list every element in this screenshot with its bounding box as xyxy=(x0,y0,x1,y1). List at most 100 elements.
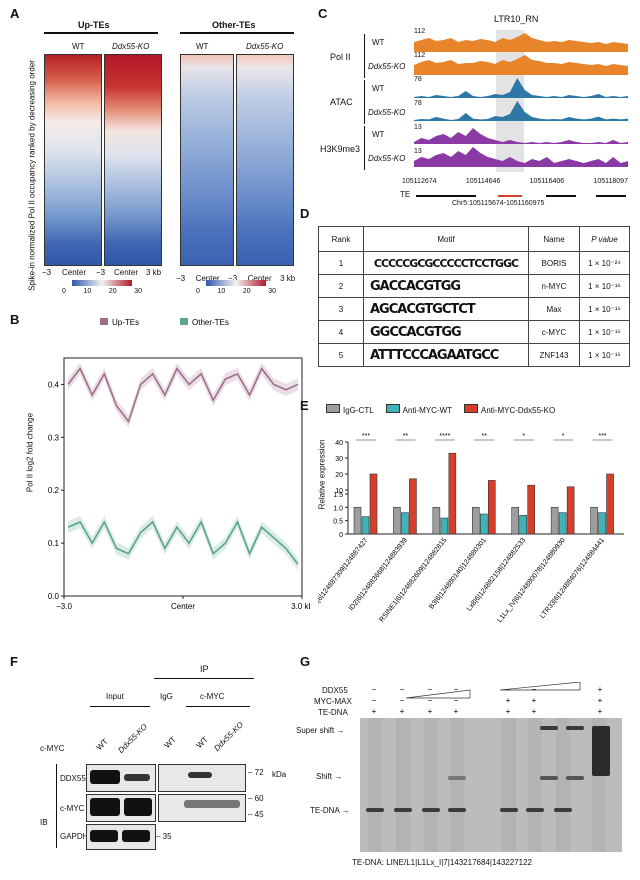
f-ip-label: IP xyxy=(200,664,209,674)
panel-label-e: E xyxy=(300,398,309,413)
g-lane-marker: − xyxy=(400,696,405,705)
f-blot-ddx55-ip xyxy=(158,764,246,792)
e-significance: ** xyxy=(482,433,488,440)
e-bar xyxy=(487,480,496,535)
g-lane xyxy=(396,718,410,852)
a-ko-other: Ddx55-KO xyxy=(246,42,284,51)
d-pvalue: 1 × 10⁻¹⁵ xyxy=(579,320,630,344)
g-lane-marker: − xyxy=(454,696,459,705)
c-wt-3: WT xyxy=(372,130,385,139)
e-bar xyxy=(527,484,536,535)
cb-up-3: 30 xyxy=(134,288,142,295)
e-bar xyxy=(550,507,559,535)
g-lane-marker: + xyxy=(506,707,511,716)
d-motif-logo: GACCACGTGG xyxy=(363,274,529,298)
f-lane-ip-wt2: WT xyxy=(194,734,210,751)
f-input-line xyxy=(90,706,150,707)
g-band-te xyxy=(366,808,384,812)
d-name: c-MYC xyxy=(528,320,580,344)
c-te-bar-3 xyxy=(596,195,626,197)
g-label-mycmax: MYC-MAX xyxy=(314,697,352,706)
d-row: 5 ATTTCCCAGAATGCC ZNF143 1 × 10⁻¹⁵ xyxy=(318,343,630,367)
d-motif-logo: AGCACGTGCTCT xyxy=(363,297,529,321)
g-lane-marker: − xyxy=(372,685,377,694)
e-bar xyxy=(558,512,567,535)
f-band-ddx55-ip-wt xyxy=(188,772,212,778)
b-line-chart: Up-TEs Other-TEs 0.0 0.1 0.2 0.3 0.4 −3.0 Center… xyxy=(48,318,310,611)
panel-label-b: B xyxy=(10,312,20,327)
d-motif-logo: GGCCACGTGG xyxy=(363,320,529,344)
g-lane-markers: − − − − − − +− − − − + + ++ + + + + + + xyxy=(372,682,603,716)
g-lane-marker: − xyxy=(400,685,405,694)
c-scale-5: 13 xyxy=(414,124,422,131)
c-scale-4: 78 xyxy=(414,100,422,107)
e-y-tick-label: 0.5 xyxy=(333,519,343,526)
a-axis-center-1: Center xyxy=(62,268,87,277)
e-y-tick-label: 1.5 xyxy=(333,492,343,499)
d-motif-text: ATTTCCCAGAATGCC xyxy=(370,347,499,363)
panel-label-g: G xyxy=(300,654,311,669)
e-significance: ** xyxy=(403,433,409,440)
d-header-p-text: P value xyxy=(591,234,618,244)
g-lane-marker: − xyxy=(532,685,537,694)
a-heatmap-up-wt xyxy=(44,54,102,266)
g-band-te xyxy=(500,808,518,812)
c-te-bar-1 xyxy=(416,195,476,197)
b-series-line-up xyxy=(67,367,299,424)
a-ko-up: Ddx55-KO xyxy=(112,42,150,51)
e-bar xyxy=(361,516,370,535)
g-lane xyxy=(450,718,464,852)
g-band-te xyxy=(422,808,440,812)
e-bar xyxy=(448,452,457,535)
g-shift-text: Shift xyxy=(316,772,333,781)
f-marker-72: – 72 xyxy=(248,768,264,777)
g-band-te xyxy=(554,808,572,812)
a-up-tes-title: Up-TEs xyxy=(78,20,110,30)
f-marker-45-text: 45 xyxy=(254,810,264,819)
g-label-tedna: TE-DNA xyxy=(318,708,348,717)
a-wt-other: WT xyxy=(196,42,209,51)
a-axis-mid: −3 xyxy=(96,268,106,277)
f-row-ddx55: DDX55 xyxy=(60,774,86,783)
f-marker-60-text: 60 xyxy=(254,794,264,803)
d-rank: 4 xyxy=(318,320,364,344)
a-colorbar-other xyxy=(206,280,266,286)
e-bar xyxy=(566,486,575,535)
c-wt-1: WT xyxy=(372,38,385,47)
d-rank: 1 xyxy=(318,251,364,275)
a-axis-right: 3 kb xyxy=(146,268,162,277)
f-lane-ip-wt: WT xyxy=(162,734,178,751)
g-lane-marker: + xyxy=(400,707,405,716)
a-axis-center-2: Center xyxy=(114,268,139,277)
d-motif-logo: ATTTCCCAGAATGCC xyxy=(363,343,529,367)
f-marker-35-text: 35 xyxy=(162,832,172,841)
e-x-tick-label: RSINE1|6|124882609|124882815 xyxy=(378,537,448,624)
c-wt-2: WT xyxy=(372,84,385,93)
g-label-ddx55: DDX55 xyxy=(322,686,348,695)
a-colorbar-up xyxy=(72,280,132,286)
g-lane-marker: − xyxy=(428,685,433,694)
f-cmyc-line xyxy=(186,706,250,707)
a-axis-left-1: −3 xyxy=(42,268,52,277)
c-track-1 xyxy=(414,55,628,75)
e-legend: IgG-CTL Anti-MYC-WT Anti-MYC-Ddx55-KO xyxy=(326,404,555,415)
e-significance: * xyxy=(562,433,565,440)
g-footer: TE-DNA: LINE/L1|L1Lx_I|7|143217684|14322… xyxy=(352,858,532,867)
b-x-tick-label: 3.0 kb xyxy=(291,602,310,611)
b-x-tick-label: Center xyxy=(171,602,195,611)
c-genome-tracks xyxy=(414,33,628,167)
c-scale-1: 112 xyxy=(414,28,426,35)
d-rank: 3 xyxy=(318,297,364,321)
a-other-tes-title: Other-TEs xyxy=(212,20,256,30)
a-heatmap-other-wt xyxy=(180,54,234,266)
g-band-shift xyxy=(566,776,584,780)
e-significance: **** xyxy=(439,433,450,440)
b-series-line-other xyxy=(67,520,299,565)
a-y-axis-label: Spike-in normalized Pol II occupancy ran… xyxy=(27,60,37,291)
e-bar xyxy=(353,507,362,535)
c-coord-0: 105112674 xyxy=(402,178,437,185)
e-bar xyxy=(590,507,598,535)
cb-other-1: 10 xyxy=(217,288,226,295)
c-coords: 105112674 105114646 105116406 105118097 xyxy=(402,178,628,185)
f-marker-72-text: 72 xyxy=(254,768,264,777)
